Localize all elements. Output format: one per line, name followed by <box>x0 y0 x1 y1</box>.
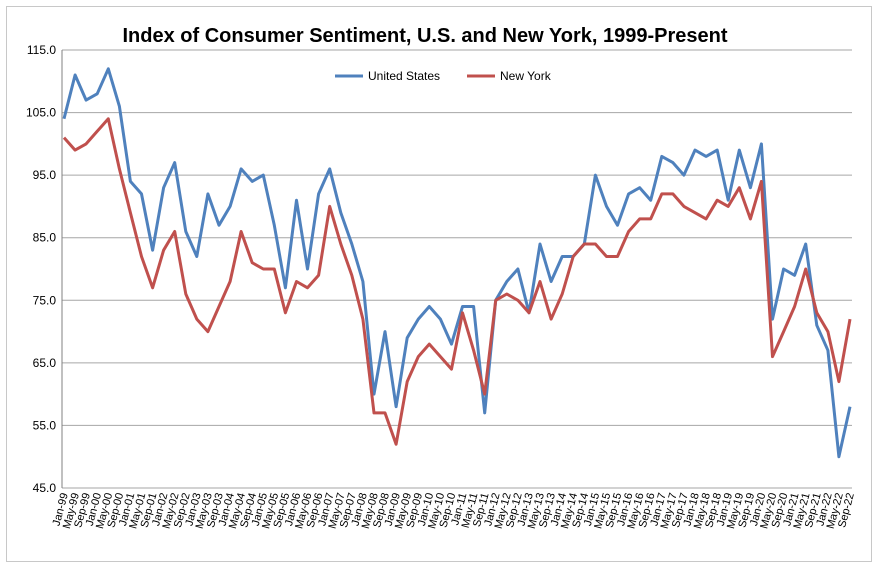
y-tick-label: 105.0 <box>26 106 56 120</box>
chart-title: Index of Consumer Sentiment, U.S. and Ne… <box>123 25 728 47</box>
legend-label-new-york: New York <box>500 69 552 83</box>
y-tick-label: 55.0 <box>33 418 57 432</box>
y-tick-label: 95.0 <box>33 168 57 182</box>
x-axis: Jan-99May-99Sep-99Jan-00May-00Sep-00Jan-… <box>51 492 857 531</box>
legend: United States New York <box>335 69 552 83</box>
series-line-new-york <box>62 117 852 446</box>
y-tick-label: 65.0 <box>33 356 57 370</box>
y-tick-label: 85.0 <box>33 231 57 245</box>
series-line-united-states <box>62 67 852 459</box>
y-tick-label: 75.0 <box>33 293 57 307</box>
legend-label-united-states: United States <box>368 69 440 83</box>
y-tick-label: 45.0 <box>33 481 57 495</box>
y-axis: 45.0 55.0 65.0 75.0 85.0 95.0 105.0 115.0 <box>26 43 63 495</box>
gridlines <box>62 49 852 489</box>
y-tick-label: 115.0 <box>27 43 56 57</box>
series-lines <box>62 67 852 459</box>
